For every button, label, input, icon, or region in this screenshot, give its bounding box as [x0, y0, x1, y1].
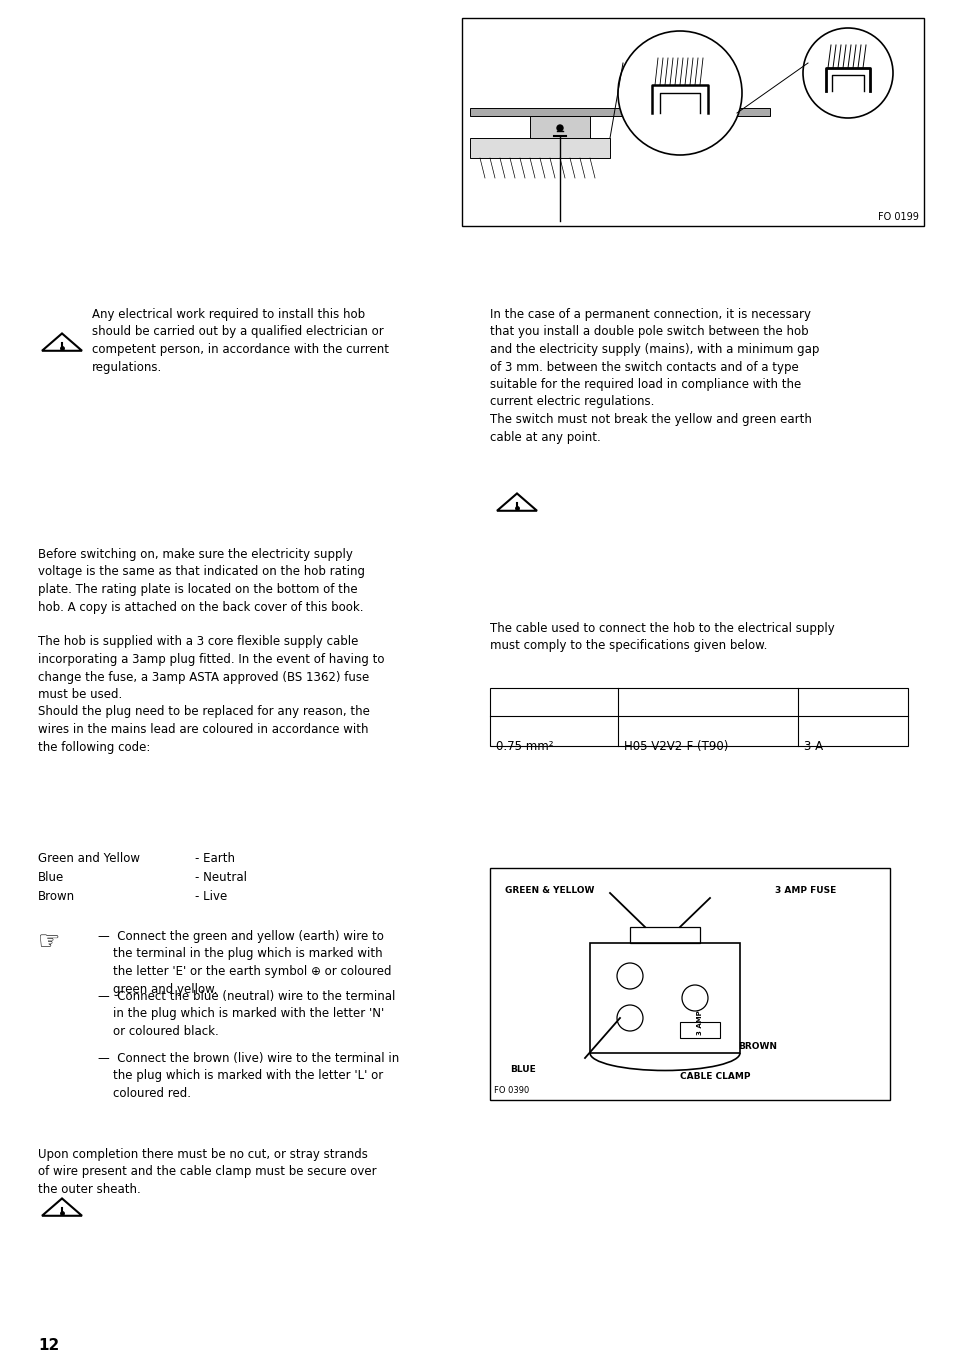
Text: FO 0390: FO 0390 — [494, 1086, 529, 1096]
Text: 3 AMP: 3 AMP — [697, 1011, 702, 1035]
Text: —  Connect the blue (neutral) wire to the terminal
    in the plug which is mark: — Connect the blue (neutral) wire to the… — [98, 990, 395, 1038]
Text: —  Connect the brown (live) wire to the terminal in
    the plug which is marked: — Connect the brown (live) wire to the t… — [98, 1052, 399, 1100]
Text: In the case of a permanent connection, it is necessary
that you install a double: In the case of a permanent connection, i… — [490, 308, 819, 443]
Bar — [679, 1021, 720, 1038]
Bar — [490, 688, 907, 746]
Text: 3 AMP FUSE: 3 AMP FUSE — [774, 886, 836, 894]
Text: BROWN: BROWN — [738, 1042, 776, 1051]
Text: Any electrical work required to install this hob
should be carried out by a qual: Any electrical work required to install … — [91, 308, 389, 373]
Bar — [470, 108, 769, 116]
Text: H05 V2V2-F (T90): H05 V2V2-F (T90) — [623, 740, 727, 753]
Text: BLUE: BLUE — [510, 1065, 536, 1074]
Text: The cable used to connect the hob to the electrical supply
must comply to the sp: The cable used to connect the hob to the… — [490, 621, 834, 653]
Bar — [629, 927, 700, 943]
Circle shape — [802, 28, 892, 118]
Text: GREEN & YELLOW: GREEN & YELLOW — [504, 886, 594, 894]
Circle shape — [557, 126, 562, 131]
Text: 12: 12 — [38, 1337, 59, 1351]
Text: Brown: Brown — [38, 890, 75, 902]
Text: CABLE CLAMP: CABLE CLAMP — [679, 1071, 750, 1081]
Text: ☞: ☞ — [38, 929, 60, 954]
Bar — [530, 116, 589, 138]
Text: FO 0199: FO 0199 — [877, 212, 918, 222]
Circle shape — [618, 31, 741, 155]
Bar — [589, 943, 740, 1052]
Text: - Earth: - Earth — [194, 852, 234, 865]
Bar — [490, 867, 889, 1100]
Bar — [470, 138, 609, 158]
Text: Before switching on, make sure the electricity supply
voltage is the same as tha: Before switching on, make sure the elect… — [38, 549, 384, 754]
Text: Blue: Blue — [38, 871, 64, 884]
Text: 3 A: 3 A — [803, 740, 822, 753]
Text: —  Connect the green and yellow (earth) wire to
    the terminal in the plug whi: — Connect the green and yellow (earth) w… — [98, 929, 391, 996]
Text: Upon completion there must be no cut, or stray strands
of wire present and the c: Upon completion there must be no cut, or… — [38, 1148, 376, 1196]
Text: - Neutral: - Neutral — [194, 871, 247, 884]
Text: 0.75 mm²: 0.75 mm² — [496, 740, 553, 753]
Bar — [461, 18, 923, 226]
Text: - Live: - Live — [194, 890, 227, 902]
Text: Green and Yellow: Green and Yellow — [38, 852, 140, 865]
